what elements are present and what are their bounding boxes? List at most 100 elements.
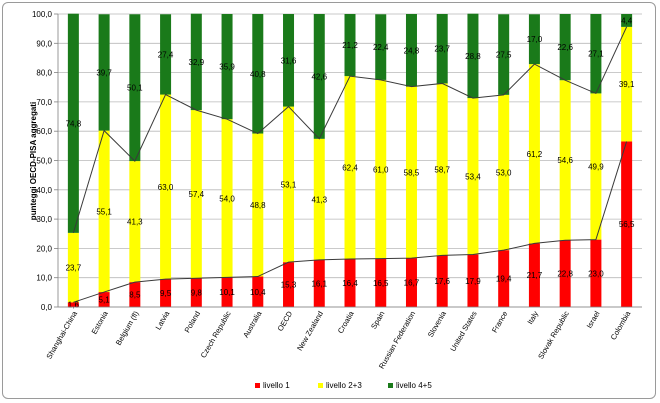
bar-livello-2-3 <box>344 76 356 259</box>
data-label-livello-2-3: 57,4 <box>189 190 205 199</box>
data-label-livello-2-3: 53,4 <box>465 172 481 181</box>
data-label-livello-2-3: 48,8 <box>250 201 266 210</box>
bar-livello-4-5 <box>528 14 540 65</box>
data-label-livello-2-3: 23,7 <box>66 264 82 273</box>
data-label-livello-1: 16,5 <box>373 279 389 288</box>
y-tick-label: 0,0 <box>41 303 53 312</box>
y-tick-label: 20,0 <box>36 244 52 253</box>
bar-livello-2-3 <box>190 110 202 279</box>
y-tick-label: 40,0 <box>36 186 52 195</box>
x-tick-label: New Zealand <box>295 310 325 353</box>
data-label-livello-1: 9,5 <box>160 289 172 298</box>
bar-livello-4-5 <box>283 14 295 107</box>
bar-livello-1 <box>436 255 448 307</box>
data-label-livello-2-3: 55,1 <box>96 207 112 216</box>
legend-swatch <box>388 383 393 388</box>
data-label-livello-1: 17,6 <box>434 277 450 286</box>
data-label-livello-1: 22,8 <box>557 270 573 279</box>
data-label-livello-4-5: 27,5 <box>496 51 512 60</box>
legend-label: livello 1 <box>263 381 290 390</box>
data-label-livello-2-3: 49,9 <box>588 163 604 172</box>
bar-livello-4-5 <box>221 14 233 120</box>
data-label-livello-4-5: 74,8 <box>66 119 82 128</box>
data-label-livello-2-3: 39,1 <box>619 80 635 89</box>
bar-livello-4-5 <box>98 14 110 131</box>
x-tick-label: OECD <box>276 309 295 333</box>
bar-livello-4-5 <box>405 14 417 87</box>
data-label-livello-2-3: 62,4 <box>342 164 358 173</box>
data-label-livello-2-3: 54,0 <box>219 194 235 203</box>
data-label-livello-2-3: 63,0 <box>158 183 174 192</box>
data-label-livello-2-3: 41,3 <box>311 195 327 204</box>
bar-livello-1 <box>559 240 571 307</box>
bar-livello-2-3 <box>559 80 571 241</box>
x-tick-label: Slovenia <box>426 309 449 339</box>
data-label-livello-1: 15,3 <box>281 281 297 290</box>
bar-livello-2-3 <box>313 138 325 260</box>
bar-livello-2-3 <box>590 93 602 240</box>
data-label-livello-4-5: 27,4 <box>158 50 174 59</box>
data-label-livello-1: 16,4 <box>342 279 358 288</box>
y-axis-title: punteggi OECD-PISA aggregati <box>29 102 38 220</box>
bar-livello-2-3 <box>98 130 110 293</box>
x-tick-label: Slovak Republic <box>536 309 571 360</box>
x-tick-label: Croatia <box>336 309 356 335</box>
y-axis: 0,0 10,0 20,0 30,0 40,0 50,0 60,0 70,0 80,0 90,0 1… <box>32 10 642 312</box>
data-label-livello-4-5: 35,9 <box>219 63 235 72</box>
x-tick-label: France <box>490 310 509 335</box>
x-tick-label: Estonia <box>90 309 111 336</box>
legend-swatch <box>255 383 260 388</box>
legend: livello 1 livello 2+3 livello 4+5 <box>255 381 432 390</box>
bar-livello-4-5 <box>467 13 479 99</box>
data-label-livello-1: 8,5 <box>129 291 141 300</box>
y-tick-label: 100,0 <box>32 10 53 19</box>
bar-livello-4-5 <box>436 14 448 84</box>
bar-livello-4-5 <box>375 14 387 80</box>
trend-lines <box>72 26 628 303</box>
bar-livello-4-5 <box>498 14 510 95</box>
legend-label: livello 2+3 <box>326 381 362 390</box>
bar-livello-2-3 <box>436 83 448 256</box>
y-tick-label: 70,0 <box>36 98 52 107</box>
y-tick-label: 60,0 <box>36 127 52 136</box>
data-label-livello-2-3: 61,0 <box>373 165 389 174</box>
data-label-livello-4-5: 42,6 <box>311 72 327 81</box>
bar-livello-1 <box>467 254 479 307</box>
x-tick-label: Belgium (fl) <box>114 309 141 347</box>
x-axis: Shanghai-China Estonia Belgium (fl) Latvia P… <box>44 309 632 371</box>
bar-livello-4-5 <box>252 14 264 134</box>
data-label-livello-4-5: 28,8 <box>465 52 481 61</box>
data-label-livello-4-5: 39,7 <box>96 68 112 77</box>
y-tick-label: 80,0 <box>36 69 52 78</box>
trend-line-livello-1 <box>73 141 628 303</box>
x-tick-label: United States <box>448 309 478 353</box>
chart-frame <box>2 2 656 399</box>
data-label-livello-1: 5,1 <box>99 296 111 305</box>
data-label-livello-4-5: 50,1 <box>127 84 143 93</box>
bar-livello-2-3 <box>405 86 417 259</box>
data-label-livello-4-5: 17,0 <box>527 35 543 44</box>
bar-livello-2-3 <box>375 79 387 259</box>
bar-livello-2-3 <box>252 133 264 277</box>
x-tick-label: Czech Republic <box>199 309 233 359</box>
data-label-livello-4-5: 27,1 <box>588 50 604 59</box>
bar-livello-1 <box>129 282 141 307</box>
bar-livello-1 <box>190 278 202 307</box>
data-label-livello-1: 21,7 <box>527 271 543 280</box>
x-tick-label: Poland <box>183 310 202 335</box>
data-label-livello-4-5: 32,9 <box>189 58 205 67</box>
bar-livello-1 <box>621 141 633 307</box>
y-tick-label: 50,0 <box>36 157 52 166</box>
bar-livello-2-3 <box>221 119 233 278</box>
y-tick-label: 30,0 <box>36 215 52 224</box>
legend-item-livello-4-5: livello 4+5 <box>388 381 432 390</box>
bar-livello-1 <box>221 277 233 307</box>
data-label-livello-4-5: 31,6 <box>281 56 297 65</box>
data-label-livello-2-3: 53,1 <box>281 180 297 189</box>
legend-item-livello-1: livello 1 <box>255 381 290 390</box>
data-label-livello-1: 19,4 <box>496 275 512 284</box>
legend-label: livello 4+5 <box>396 381 432 390</box>
bar-livello-1 <box>344 258 356 307</box>
x-tick-label: Latvia <box>154 309 172 332</box>
